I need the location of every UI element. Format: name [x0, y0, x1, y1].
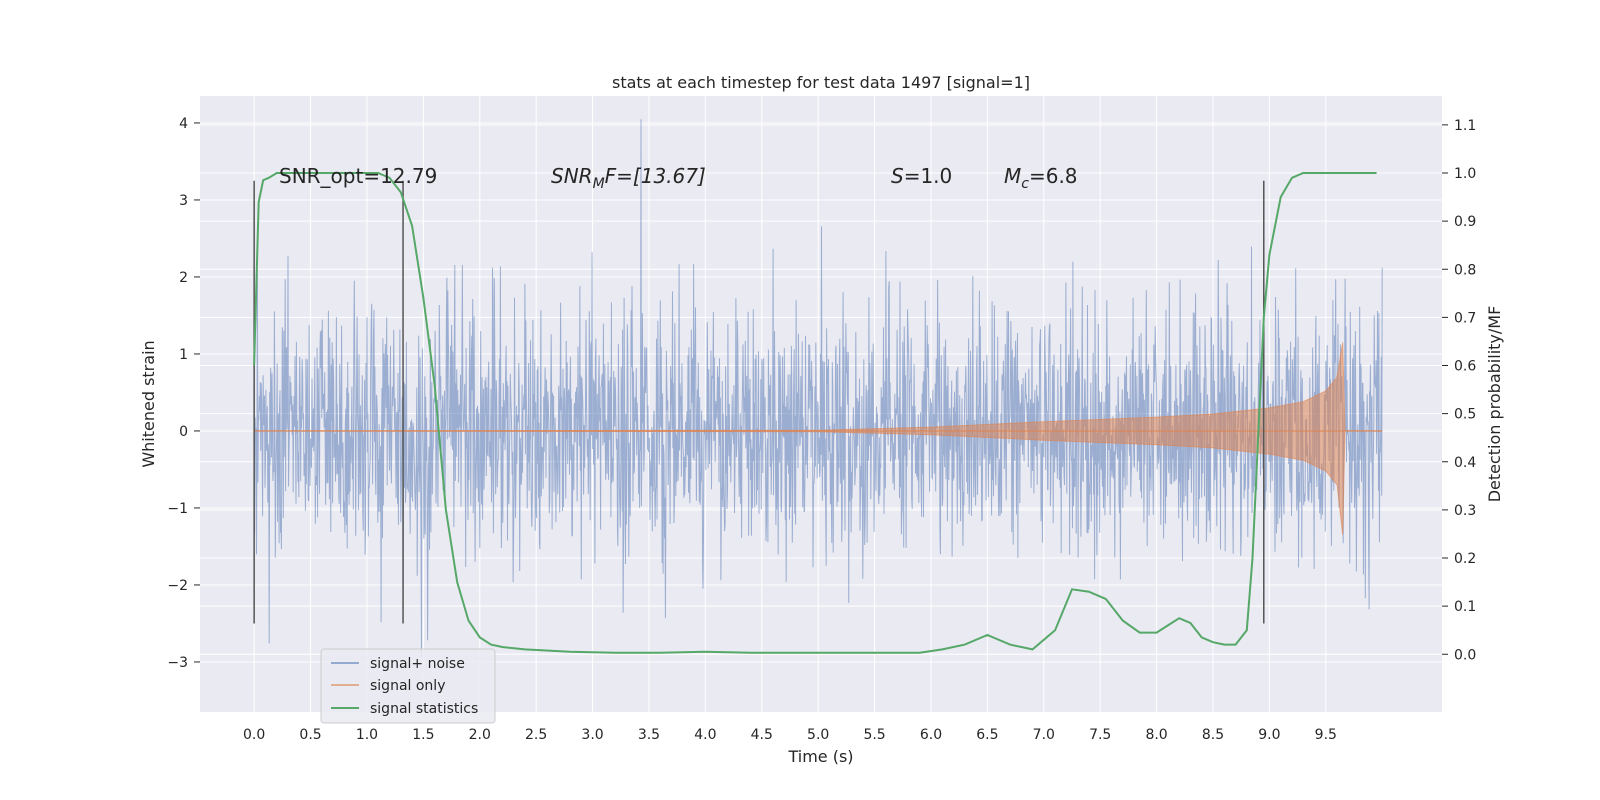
x-tick-label: 2.5: [525, 727, 547, 743]
x-tick-label: 3.5: [638, 727, 660, 743]
y-tick-label: 2: [179, 270, 188, 286]
legend-label-signal: signal only: [370, 678, 445, 694]
mc-symbol: M: [1004, 164, 1021, 188]
x-tick-label: 6.5: [976, 727, 998, 743]
y-tick-label: 0: [179, 424, 188, 440]
x-tick-label: 8.0: [1145, 727, 1167, 743]
y2-tick-label: 0.0: [1454, 647, 1476, 663]
y2-tick-label: 1.0: [1454, 166, 1476, 182]
y-tick-label: −2: [167, 578, 188, 594]
s-value: =1.0: [904, 164, 953, 188]
y2-tick-label: 0.3: [1454, 503, 1476, 519]
statistics-line: [253, 172, 1377, 654]
y2-tick-label: 0.2: [1454, 551, 1476, 567]
x-tick-label: 5.5: [863, 727, 885, 743]
snr-mf-main: SNR: [551, 164, 593, 188]
annotation-snr-opt: SNR_opt=12.79: [279, 164, 437, 188]
chart-title: stats at each timestep for test data 149…: [612, 73, 1030, 92]
legend-label-noise: signal+ noise: [370, 656, 465, 672]
x-tick-label: 4.5: [751, 727, 773, 743]
y-axis-label: Whitened strain: [139, 340, 158, 467]
y2-tick-label: 0.1: [1454, 599, 1476, 615]
x-tick-label: 8.5: [1202, 727, 1224, 743]
x-tick-label: 9.5: [1315, 727, 1337, 743]
x-tick-label: 7.0: [1033, 727, 1055, 743]
snr-mf-subscript: M: [593, 176, 605, 192]
signal-envelope: [254, 342, 1383, 535]
y-tick-label: −1: [167, 501, 188, 517]
annotation-s: S=1.0: [891, 164, 952, 188]
y-tick-label: 4: [179, 116, 188, 132]
vertical-markers: [253, 180, 1265, 624]
x-tick-label: 1.0: [356, 727, 378, 743]
mc-value: =6.8: [1029, 164, 1078, 188]
y2-tick-label: 0.7: [1454, 310, 1476, 326]
y2-tick-label: 0.5: [1454, 407, 1476, 423]
x-tick-label: 0.0: [243, 727, 265, 743]
x-tick-label: 0.5: [299, 727, 321, 743]
mc-subscript: c: [1021, 176, 1029, 192]
snr-mf-rest: F=[13.67]: [605, 164, 706, 188]
y2-tick-label: 0.6: [1454, 359, 1476, 375]
x-tick-label: 4.0: [694, 727, 716, 743]
x-tick-label: 5.0: [807, 727, 829, 743]
x-tick-label: 7.5: [1089, 727, 1111, 743]
y2-tick-labels: 1.1 1.0 0.9 0.8 0.7 0.6 0.5 0.4 0.3 0.2 0.1 0.0: [1454, 118, 1476, 663]
x-axis-label: Time (s): [787, 747, 853, 766]
s-symbol: S: [891, 164, 904, 188]
y2-tick-label: 0.4: [1454, 455, 1476, 471]
annotation-snr-mf: SNRMF=[13.67]: [551, 164, 706, 192]
signal-only-series: [254, 342, 1383, 535]
x-tick-label: 6.0: [920, 727, 942, 743]
annotation-mc: Mc=6.8: [1004, 164, 1078, 192]
y2-tick-label: 0.9: [1454, 214, 1476, 230]
legend-label-stats: signal statistics: [370, 701, 478, 717]
y-tick-label: −3: [167, 655, 188, 671]
y2-tick-label: 0.8: [1454, 262, 1476, 278]
x-tick-labels: 0.0 0.5 1.0 1.5 2.0 2.5 3.0 3.5 4.0 4.5 5.0 5.5 6.0 6…: [243, 727, 1337, 743]
y2-axis-label: Detection probability/MF: [1485, 306, 1504, 503]
y-tick-labels: 4 3 2 1 0 −1 −2 −3: [167, 116, 188, 671]
y2-tick-label: 1.1: [1454, 118, 1476, 134]
signal-statistics-series: [253, 172, 1377, 654]
x-tick-label: 3.0: [581, 727, 603, 743]
x-tick-label: 9.0: [1258, 727, 1280, 743]
legend-box: [320, 648, 496, 724]
x-tick-label: 2.0: [469, 727, 491, 743]
x-tick-label: 1.5: [412, 727, 434, 743]
y-tick-label: 1: [179, 347, 188, 363]
y-tick-label: 3: [179, 193, 188, 209]
legend: signal+ noise signal only signal statist…: [320, 648, 496, 724]
